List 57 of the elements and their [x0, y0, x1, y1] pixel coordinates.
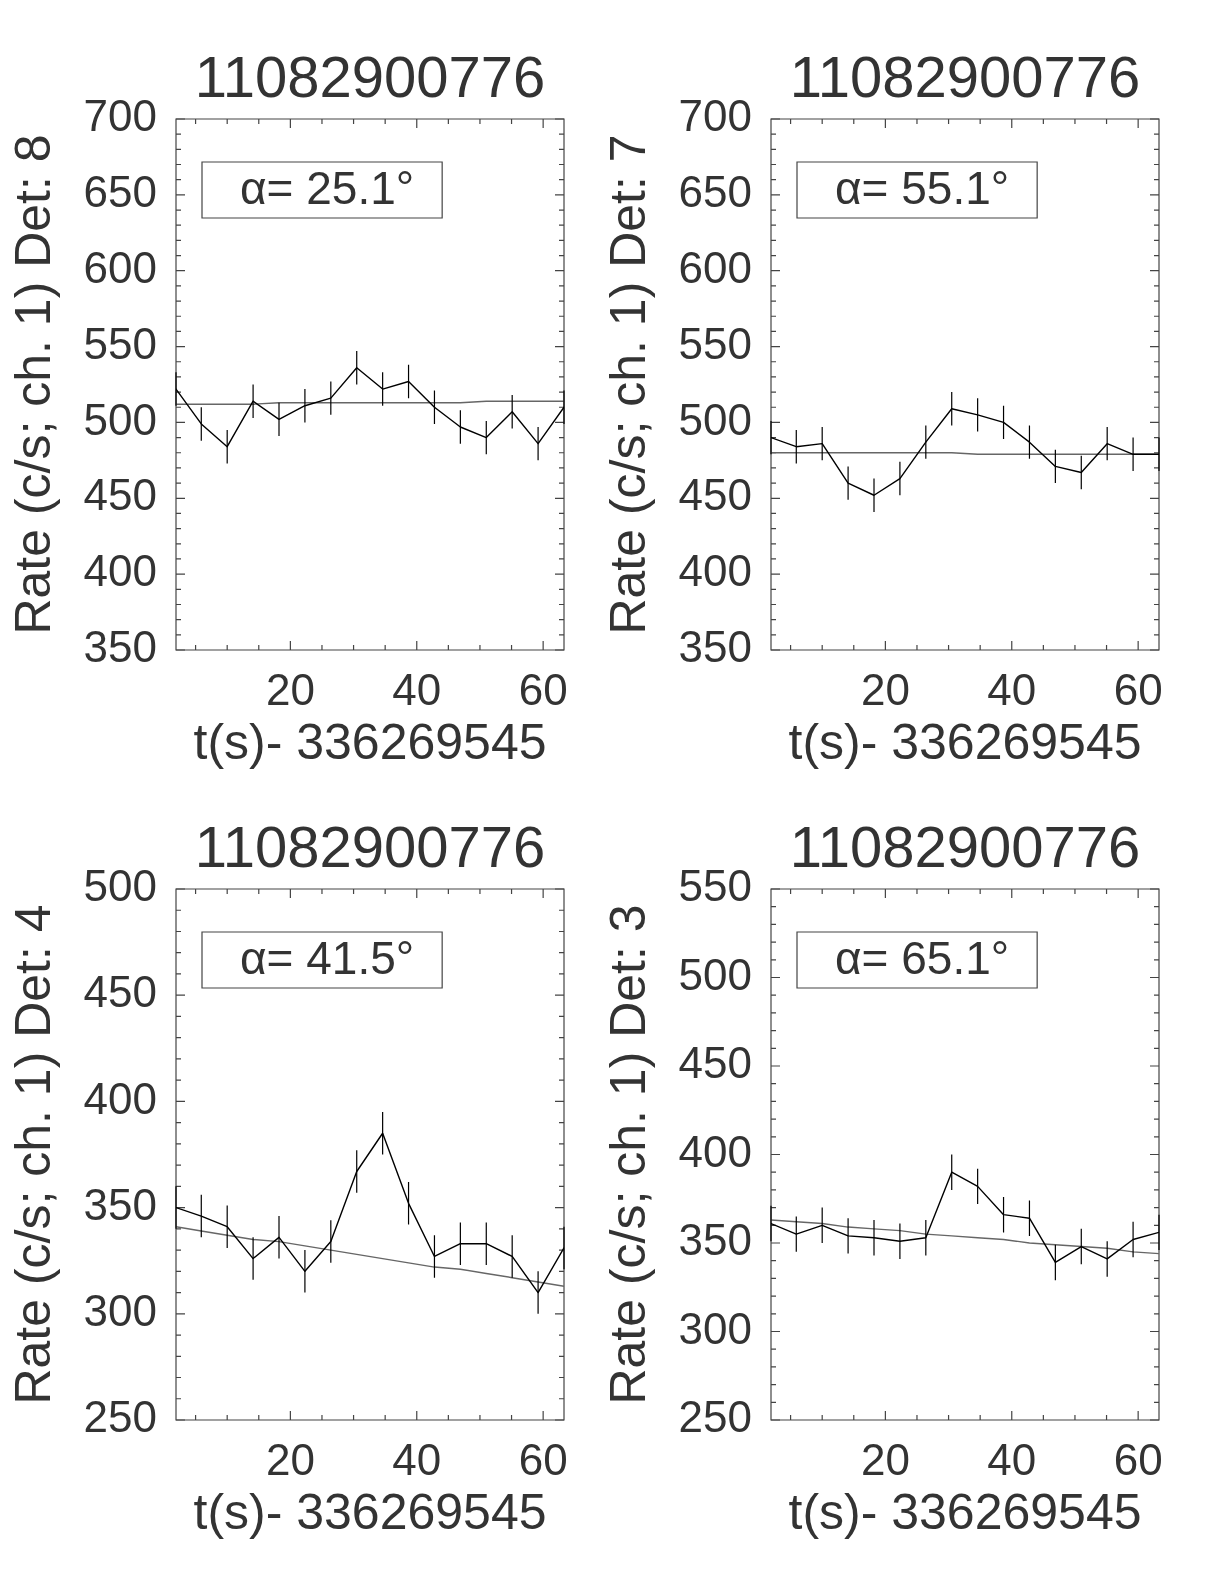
- y-tick-label: 350: [678, 622, 752, 672]
- x-axis-title: t(s)- 336269545: [193, 713, 547, 770]
- chart-title: 11082900776: [194, 814, 546, 879]
- y-tick-label: 600: [678, 242, 752, 292]
- y-tick-label: 400: [83, 1073, 157, 1123]
- chart-title: 11082900776: [789, 814, 1141, 879]
- y-tick-label: 250: [83, 1392, 157, 1442]
- y-tick-label: 300: [83, 1285, 157, 1335]
- annotation: α= 55.1°: [835, 161, 1010, 214]
- x-tick-label: 40: [392, 1434, 442, 1484]
- y-tick-label: 500: [678, 394, 752, 444]
- x-tick-label: 20: [265, 1434, 315, 1484]
- x-tick-label: 60: [518, 1434, 568, 1484]
- y-axis-title: Rate (c/s; ch. 1) Det: 4: [4, 904, 61, 1405]
- x-tick-label: 60: [1113, 664, 1163, 714]
- y-tick-label: 250: [678, 1392, 752, 1442]
- y-tick-label: 650: [83, 167, 157, 216]
- x-tick-label: 40: [987, 664, 1037, 714]
- x-axis-title: t(s)- 336269545: [788, 1483, 1142, 1540]
- y-tick-label: 450: [83, 470, 157, 520]
- y-tick-label: 350: [83, 1179, 157, 1229]
- y-tick-label: 450: [678, 470, 752, 520]
- x-tick-label: 20: [860, 664, 910, 714]
- x-tick-label: 20: [860, 1434, 910, 1484]
- y-tick-label: 600: [83, 242, 157, 292]
- y-axis-title: Rate (c/s; ch. 1) Det: 7: [599, 134, 656, 635]
- chart-title: 11082900776: [789, 44, 1141, 109]
- y-tick-label: 650: [678, 167, 752, 216]
- y-tick-label: 400: [678, 546, 752, 596]
- x-tick-label: 40: [392, 664, 442, 714]
- y-tick-label: 450: [678, 1038, 752, 1088]
- x-tick-label: 20: [265, 664, 315, 714]
- y-tick-label: 400: [678, 1126, 752, 1176]
- annotation: α= 41.5°: [240, 931, 415, 984]
- y-tick-label: 350: [678, 1215, 752, 1265]
- y-tick-label: 450: [83, 967, 157, 1017]
- y-tick-label: 500: [83, 861, 157, 911]
- y-tick-label: 350: [83, 622, 157, 672]
- y-tick-label: 550: [678, 318, 752, 368]
- x-axis-title: t(s)- 336269545: [788, 713, 1142, 770]
- chart-title: 11082900776: [194, 44, 546, 109]
- y-tick-label: 500: [83, 394, 157, 444]
- y-tick-label: 300: [678, 1303, 752, 1353]
- annotation: α= 25.1°: [240, 161, 415, 214]
- y-tick-label: 700: [678, 91, 752, 141]
- x-axis-title: t(s)- 336269545: [193, 1483, 547, 1540]
- y-tick-label: 550: [83, 318, 157, 368]
- y-tick-label: 400: [83, 546, 157, 596]
- y-axis-title: Rate (c/s; ch. 1) Det: 3: [599, 904, 656, 1405]
- annotation: α= 65.1°: [835, 931, 1010, 984]
- y-axis-title: Rate (c/s; ch. 1) Det: 8: [4, 134, 61, 635]
- x-tick-label: 60: [518, 664, 568, 714]
- y-tick-label: 500: [678, 949, 752, 999]
- y-tick-label: 700: [83, 91, 157, 141]
- x-tick-label: 60: [1113, 1434, 1163, 1484]
- x-tick-label: 40: [987, 1434, 1037, 1484]
- y-tick-label: 550: [678, 861, 752, 911]
